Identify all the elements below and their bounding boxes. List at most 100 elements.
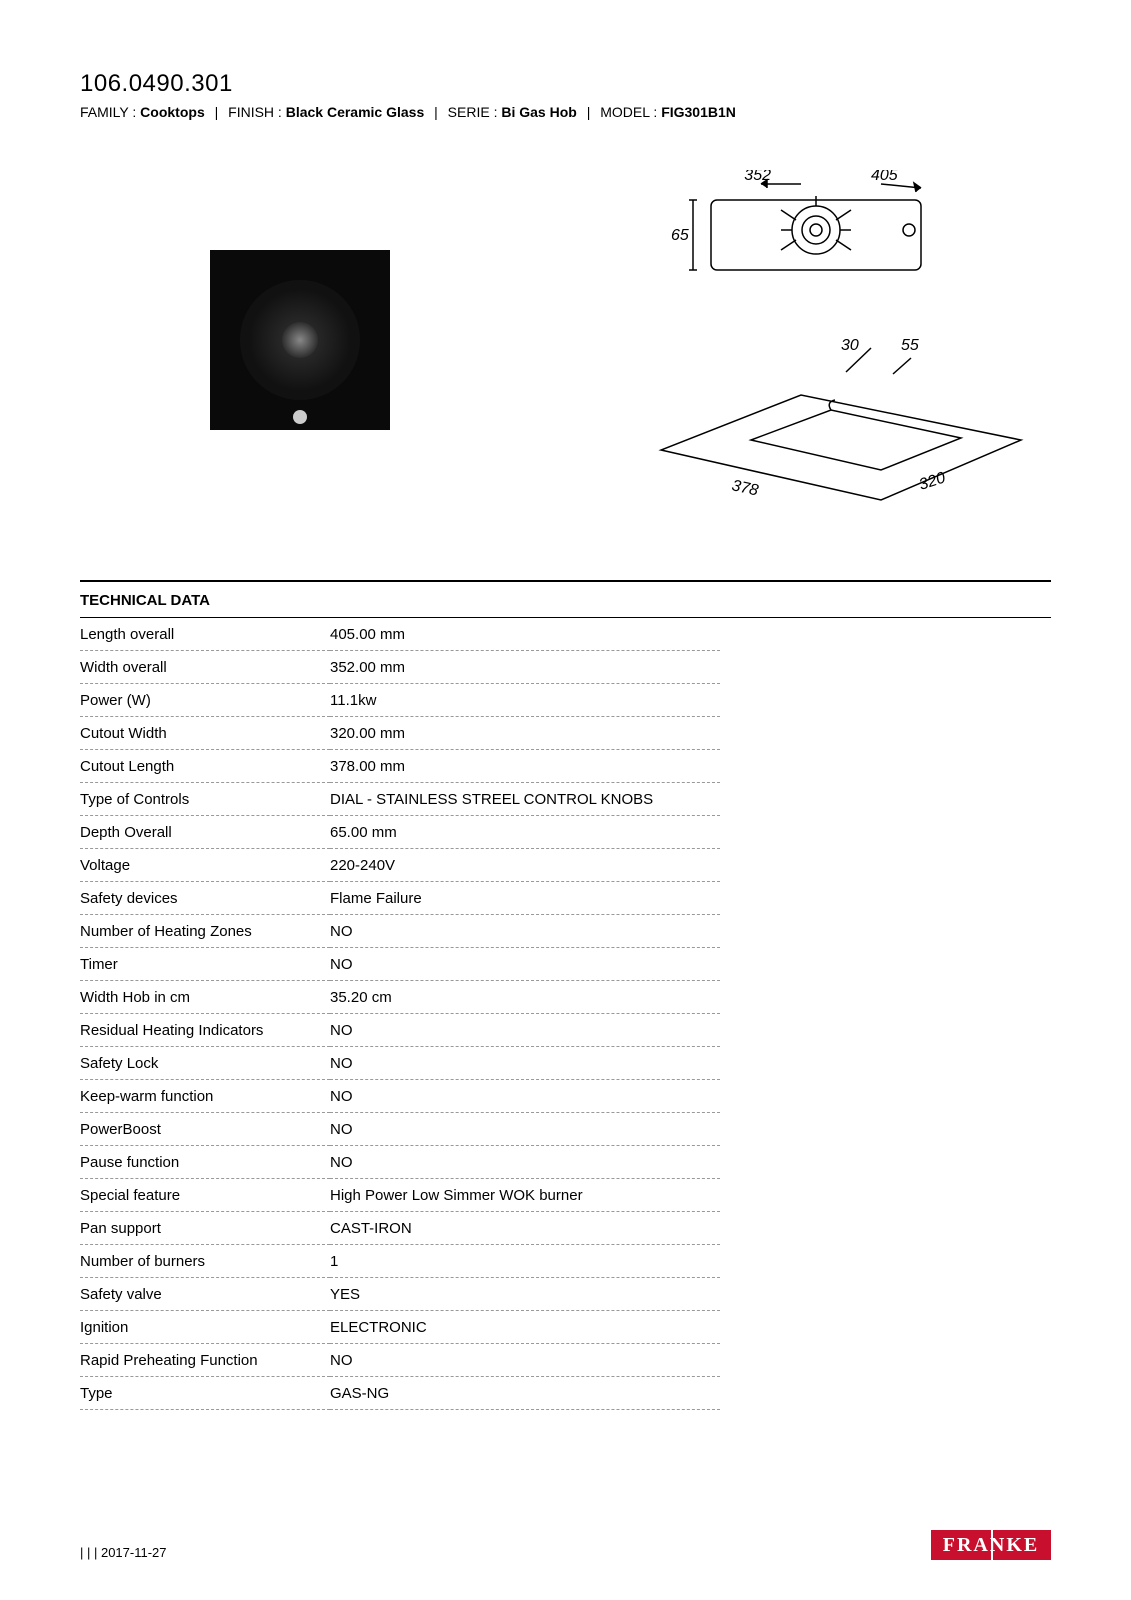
table-row: TimerNO bbox=[80, 948, 720, 981]
table-row: Number of Heating ZonesNO bbox=[80, 915, 720, 948]
spec-label: Residual Heating Indicators bbox=[80, 1014, 330, 1047]
product-code: 106.0490.301 bbox=[80, 70, 1051, 98]
model-label: MODEL : bbox=[600, 104, 657, 120]
dim-width-label: 352 bbox=[744, 170, 771, 184]
spec-label: Width Hob in cm bbox=[80, 981, 330, 1014]
spec-value: 378.00 mm bbox=[330, 750, 720, 783]
spec-value: NO bbox=[330, 1080, 720, 1113]
spec-value: NO bbox=[330, 948, 720, 981]
table-row: PowerBoostNO bbox=[80, 1113, 720, 1146]
spec-label: Pan support bbox=[80, 1212, 330, 1245]
spec-label: Type of Controls bbox=[80, 783, 330, 816]
page-footer: | | | 2017-11-27 FRANKE bbox=[80, 1530, 1051, 1560]
table-row: IgnitionELECTRONIC bbox=[80, 1311, 720, 1344]
spec-value: 65.00 mm bbox=[330, 816, 720, 849]
spec-label: Power (W) bbox=[80, 684, 330, 717]
table-row: Safety valveYES bbox=[80, 1278, 720, 1311]
product-meta: FAMILY : Cooktops | FINISH : Black Ceram… bbox=[80, 104, 1051, 120]
spec-label: Number of Heating Zones bbox=[80, 915, 330, 948]
spec-value: NO bbox=[330, 1047, 720, 1080]
meta-separator: | bbox=[434, 104, 438, 120]
spec-value: NO bbox=[330, 915, 720, 948]
spec-label: Depth Overall bbox=[80, 816, 330, 849]
dim-cutout-gap-label: 55 bbox=[901, 337, 919, 354]
table-row: Safety devicesFlame Failure bbox=[80, 882, 720, 915]
family-label: FAMILY : bbox=[80, 104, 136, 120]
spec-value: 405.00 mm bbox=[330, 618, 720, 651]
table-row: TypeGAS-NG bbox=[80, 1377, 720, 1410]
spec-value: 320.00 mm bbox=[330, 717, 720, 750]
burner-icon bbox=[240, 280, 360, 400]
spec-label: Keep-warm function bbox=[80, 1080, 330, 1113]
model-value: FIG301B1N bbox=[661, 104, 736, 120]
finish-value: Black Ceramic Glass bbox=[286, 104, 425, 120]
spec-value: NO bbox=[330, 1146, 720, 1179]
spec-value: High Power Low Simmer WOK burner bbox=[330, 1179, 720, 1212]
serie-value: Bi Gas Hob bbox=[501, 104, 576, 120]
spec-value: Flame Failure bbox=[330, 882, 720, 915]
product-photo bbox=[210, 250, 390, 430]
dim-cutout-r-label: 30 bbox=[841, 337, 859, 354]
spec-value: CAST-IRON bbox=[330, 1212, 720, 1245]
dim-cutout-width-label: 320 bbox=[917, 469, 948, 493]
table-row: Type of ControlsDIAL - STAINLESS STREEL … bbox=[80, 783, 720, 816]
spec-value: 352.00 mm bbox=[330, 651, 720, 684]
spec-label: Number of burners bbox=[80, 1245, 330, 1278]
dim-length-label: 405 bbox=[871, 170, 898, 184]
spec-value: ELECTRONIC bbox=[330, 1311, 720, 1344]
spec-label: Ignition bbox=[80, 1311, 330, 1344]
spec-label: Pause function bbox=[80, 1146, 330, 1179]
knob-icon bbox=[293, 410, 307, 424]
family-value: Cooktops bbox=[140, 104, 205, 120]
spec-value: NO bbox=[330, 1014, 720, 1047]
spec-label: Voltage bbox=[80, 849, 330, 882]
technical-data-title: TECHNICAL DATA bbox=[80, 580, 1051, 618]
brand-logo: FRANKE bbox=[931, 1530, 1051, 1560]
dimension-diagram: 65 352 405 30 55 378 320 bbox=[621, 170, 1041, 510]
spec-value: 1 bbox=[330, 1245, 720, 1278]
spec-label: Safety devices bbox=[80, 882, 330, 915]
table-row: Number of burners1 bbox=[80, 1245, 720, 1278]
spec-label: Width overall bbox=[80, 651, 330, 684]
serie-label: SERIE : bbox=[448, 104, 498, 120]
table-row: Voltage220-240V bbox=[80, 849, 720, 882]
table-row: Power (W)11.1kw bbox=[80, 684, 720, 717]
spec-value: GAS-NG bbox=[330, 1377, 720, 1410]
table-row: Rapid Preheating FunctionNO bbox=[80, 1344, 720, 1377]
table-row: Residual Heating IndicatorsNO bbox=[80, 1014, 720, 1047]
spec-value: DIAL - STAINLESS STREEL CONTROL KNOBS bbox=[330, 783, 720, 816]
spec-label: Rapid Preheating Function bbox=[80, 1344, 330, 1377]
spec-label: PowerBoost bbox=[80, 1113, 330, 1146]
table-row: Length overall405.00 mm bbox=[80, 618, 720, 651]
spec-label: Safety valve bbox=[80, 1278, 330, 1311]
finish-label: FINISH : bbox=[228, 104, 282, 120]
table-row: Special featureHigh Power Low Simmer WOK… bbox=[80, 1179, 720, 1212]
table-row: Width Hob in cm35.20 cm bbox=[80, 981, 720, 1014]
spec-label: Special feature bbox=[80, 1179, 330, 1212]
table-row: Safety LockNO bbox=[80, 1047, 720, 1080]
spec-value: 11.1kw bbox=[330, 684, 720, 717]
spec-value: 35.20 cm bbox=[330, 981, 720, 1014]
table-row: Width overall352.00 mm bbox=[80, 651, 720, 684]
table-row: Keep-warm functionNO bbox=[80, 1080, 720, 1113]
product-header: 106.0490.301 FAMILY : Cooktops | FINISH … bbox=[80, 70, 1051, 120]
table-row: Pause functionNO bbox=[80, 1146, 720, 1179]
burner-center-icon bbox=[282, 322, 318, 358]
spec-value: NO bbox=[330, 1344, 720, 1377]
table-row: Depth Overall65.00 mm bbox=[80, 816, 720, 849]
spec-value: NO bbox=[330, 1113, 720, 1146]
table-row: Pan supportCAST-IRON bbox=[80, 1212, 720, 1245]
spec-table: Length overall405.00 mmWidth overall352.… bbox=[80, 618, 720, 1410]
spec-label: Length overall bbox=[80, 618, 330, 651]
spec-label: Safety Lock bbox=[80, 1047, 330, 1080]
images-row: 65 352 405 30 55 378 320 bbox=[80, 150, 1051, 550]
spec-label: Cutout Width bbox=[80, 717, 330, 750]
table-row: Cutout Length378.00 mm bbox=[80, 750, 720, 783]
meta-separator: | bbox=[587, 104, 591, 120]
spec-label: Timer bbox=[80, 948, 330, 981]
footer-date: | | | 2017-11-27 bbox=[80, 1545, 167, 1560]
dim-depth-label: 65 bbox=[671, 227, 689, 244]
spec-label: Type bbox=[80, 1377, 330, 1410]
spec-label: Cutout Length bbox=[80, 750, 330, 783]
meta-separator: | bbox=[215, 104, 219, 120]
